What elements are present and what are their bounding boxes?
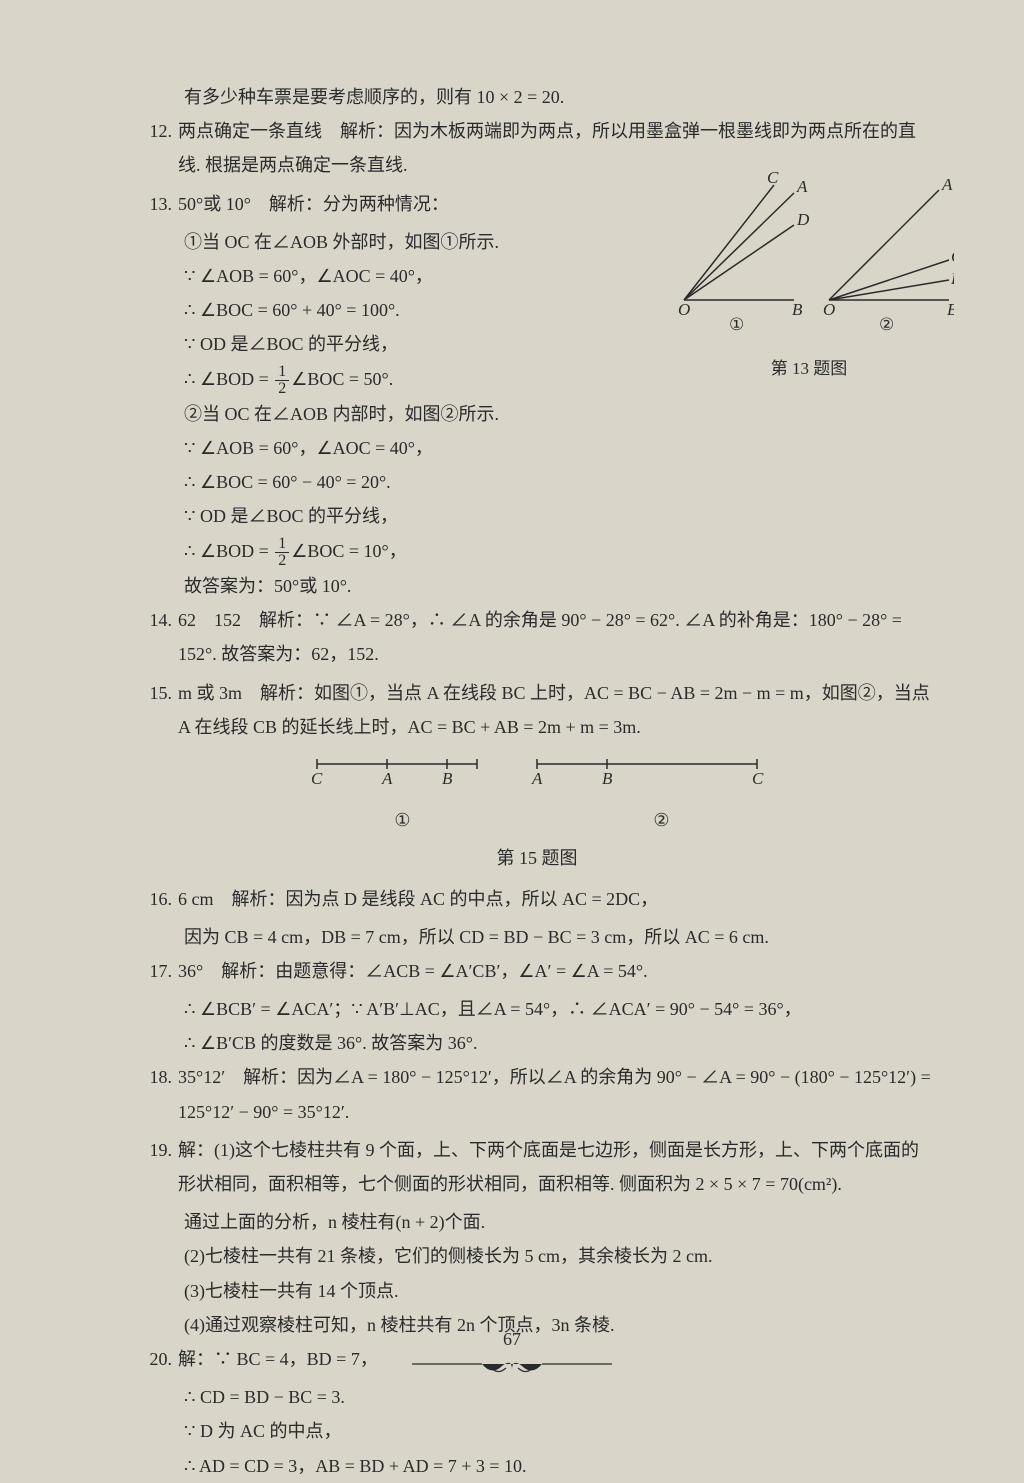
- q19-l3: (2)七棱柱一共有 21 条棱，它们的侧棱长为 5 cm，其余棱长为 2 cm.: [140, 1239, 934, 1273]
- q16-num: 16.: [140, 882, 178, 916]
- q15-diagram: C A B A B C ① ②: [140, 752, 934, 837]
- q13-fig1-A: A: [796, 177, 808, 196]
- q15: 15. m 或 3m 解析：如图①，当点 A 在线段 BC 上时，AC = BC…: [140, 676, 934, 744]
- q19: 19. 解：(1)这个七棱柱共有 9 个面，上、下两个底面是七边形，侧面是长方形…: [140, 1133, 934, 1201]
- q13-fig1-B: B: [792, 300, 803, 319]
- q16: 16. 6 cm 解析：因为点 D 是线段 AC 的中点，所以 AC = 2DC…: [140, 882, 934, 916]
- q18-num: 18.: [140, 1060, 178, 1094]
- q13-fig1-O: O: [678, 300, 690, 319]
- q15-c2: ②: [562, 803, 762, 837]
- q13-fig2-O: O: [823, 300, 835, 319]
- q13-fig2-A: A: [941, 175, 953, 194]
- q17-num: 17.: [140, 954, 178, 988]
- q15-caption: 第 15 题图: [140, 841, 934, 875]
- q13-diagram: O B C A D ① O B A C D ② 第 13 题图: [664, 170, 954, 370]
- q15-f1-A: A: [381, 769, 393, 788]
- q14-text: 62 152 解析：∵ ∠A = 28°，∴ ∠A 的余角是 90° − 28°…: [178, 603, 934, 671]
- q13-l7: ∵ ∠AOB = 60°，∠AOC = 40°，: [140, 431, 934, 465]
- q13-fig2-C: C: [951, 247, 954, 266]
- q13-l9: ∵ OD 是∠BOC 的平分线，: [140, 499, 934, 533]
- frac-half-1: 12: [275, 364, 289, 397]
- q13-l10a: ∴ ∠BOD =: [184, 541, 273, 561]
- q15-lead: m 或 3m 解析：如图①，当点 A 在线段 BC 上时，AC = BC − A…: [178, 676, 934, 744]
- q20-l3: ∵ D 为 AC 的中点，: [140, 1414, 934, 1448]
- q13-fig2-B: B: [947, 300, 954, 319]
- q13-fig1-C: C: [767, 170, 779, 187]
- q13-fig2-D: D: [950, 269, 954, 288]
- q15-f2-C: C: [752, 769, 764, 788]
- q13-l6: ②当 OC 在∠AOB 内部时，如图②所示.: [140, 397, 934, 431]
- q14: 14. 62 152 解析：∵ ∠A = 28°，∴ ∠A 的余角是 90° −…: [140, 603, 934, 671]
- q15-num: 15.: [140, 676, 178, 710]
- q13-l10b: ∠BOC = 10°，: [291, 541, 407, 561]
- frac-half-2: 12: [275, 536, 289, 569]
- q17-l2: ∴ ∠BCB′ = ∠ACA′；∵ A′B′⊥AC，且∠A = 54°，∴ ∠A…: [140, 992, 934, 1026]
- q18: 18. 35°12′ 解析：因为∠A = 180° − 125°12′，所以∠A…: [140, 1060, 934, 1128]
- q19-l4: (3)七棱柱一共有 14 个顶点.: [140, 1274, 934, 1308]
- q14-num: 14.: [140, 603, 178, 637]
- q13-l10: ∴ ∠BOD = 12∠BOC = 10°，: [140, 534, 934, 569]
- q15-f1-C: C: [311, 769, 323, 788]
- q17-l1: 36° 解析：由题意得：∠ACB = ∠A′CB′，∠A′ = ∠A = 54°…: [178, 954, 934, 988]
- q15-f1-B: B: [442, 769, 453, 788]
- q16-l1: 6 cm 解析：因为点 D 是线段 AC 的中点，所以 AC = 2DC，: [178, 882, 934, 916]
- q19-num: 19.: [140, 1133, 178, 1167]
- q13-l5b: ∠BOC = 50°.: [291, 369, 393, 389]
- q19-l1: 解：(1)这个七棱柱共有 9 个面，上、下两个底面是七边形，侧面是长方形，上、下…: [178, 1133, 934, 1201]
- q13-num: 13.: [140, 187, 178, 221]
- q16-l2: 因为 CB = 4 cm，DB = 7 cm，所以 CD = BD − BC =…: [140, 920, 934, 954]
- footer-ornament-icon: [412, 1358, 612, 1382]
- q15-c1: ①: [313, 803, 493, 837]
- q11-tail: 有多少种车票是要考虑顺序的，则有 10 × 2 = 20.: [140, 80, 934, 114]
- q15-svg: C A B A B C: [297, 752, 777, 792]
- q17-l3: ∴ ∠B′CB 的度数是 36°. 故答案为 36°.: [140, 1026, 934, 1060]
- q13-fig2-cap: ②: [879, 315, 894, 334]
- page-number: 67: [0, 1322, 1024, 1356]
- page-footer: 67: [0, 1322, 1024, 1393]
- q20-l4: ∴ AD = CD = 3，AB = BD + AD = 7 + 3 = 10.: [140, 1449, 934, 1483]
- q13-fig1-cap: ①: [729, 315, 744, 334]
- q15-f2-A: A: [531, 769, 543, 788]
- q15-f2-B: B: [602, 769, 613, 788]
- q13-l8: ∴ ∠BOC = 60° − 40° = 20°.: [140, 465, 934, 499]
- q13-svg: O B C A D ① O B A C D ②: [664, 170, 954, 340]
- q13-caption: 第 13 题图: [664, 353, 954, 385]
- q13-fig1-D: D: [796, 210, 810, 229]
- q18-text: 35°12′ 解析：因为∠A = 180° − 125°12′，所以∠A 的余角…: [178, 1060, 934, 1128]
- q12-num: 12.: [140, 114, 178, 148]
- q13-l11: 故答案为：50°或 10°.: [140, 569, 934, 603]
- q19-l2: 通过上面的分析，n 棱柱有(n + 2)个面.: [140, 1205, 934, 1239]
- q17: 17. 36° 解析：由题意得：∠ACB = ∠A′CB′，∠A′ = ∠A =…: [140, 954, 934, 988]
- q13-l5a: ∴ ∠BOD =: [184, 369, 273, 389]
